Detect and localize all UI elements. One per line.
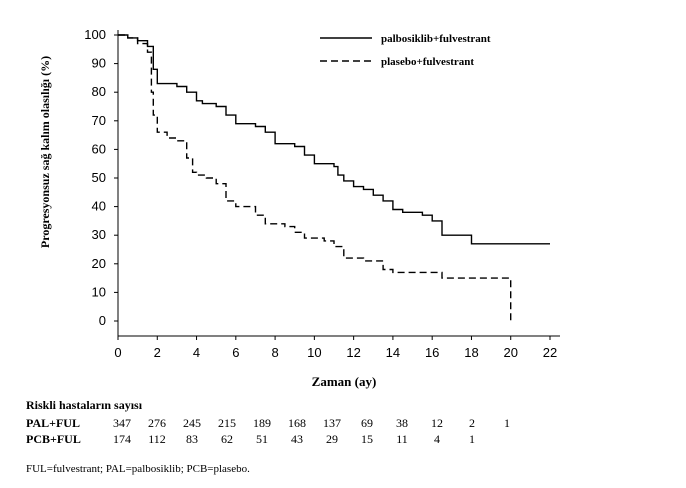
legend-label: palbosiklib+fulvestrant (381, 33, 491, 45)
risk-value: 168 (288, 416, 306, 430)
x-tick-label: 14 (386, 345, 400, 360)
series-line-plasebo (118, 34, 512, 321)
risk-row-label: PCB+FUL (26, 432, 81, 446)
y-tick-label: 20 (92, 256, 106, 271)
risk-value: 62 (221, 432, 233, 446)
x-tick-label: 6 (232, 345, 239, 360)
y-tick-label: 70 (92, 113, 106, 128)
risk-value: 112 (148, 432, 166, 446)
x-tick-label: 22 (543, 345, 557, 360)
legend-label: plasebo+fulvestrant (381, 56, 474, 68)
risk-value: 245 (183, 416, 201, 430)
risk-row-label: PAL+FUL (26, 416, 80, 430)
y-tick-label: 10 (92, 284, 106, 299)
risk-value: 174 (113, 432, 131, 446)
km-chart: 0 10 20 30 40 50 60 70 80 90 100 0 2 4 6 8 10 12 14 16 18 20… (38, 27, 560, 389)
x-axis-label: Zaman (ay) (312, 374, 377, 389)
risk-value: 69 (361, 416, 373, 430)
x-tick-label: 4 (193, 345, 200, 360)
y-tick-label: 0 (99, 313, 106, 328)
risk-value: 137 (323, 416, 341, 430)
risk-value: 1 (504, 416, 510, 430)
risk-value: 12 (431, 416, 443, 430)
risk-value: 43 (291, 432, 303, 446)
legend: palbosiklib+fulvestrant plasebo+fulvestra… (320, 33, 491, 68)
y-tick-label: 30 (92, 227, 106, 242)
x-tick-label: 20 (503, 345, 517, 360)
x-tick-label: 0 (114, 345, 121, 360)
risk-value: 29 (326, 432, 338, 446)
series-line-palbosiklib (118, 34, 550, 245)
risk-value: 4 (434, 432, 440, 446)
risk-row-pal: PAL+FUL 347 276 245 215 189 168 137 69 38 12 2 1 (26, 416, 686, 432)
risk-value: 11 (396, 432, 408, 446)
series-lines (118, 34, 550, 321)
risk-value: 347 (113, 416, 131, 430)
risk-value: 215 (218, 416, 236, 430)
chart-axes (117, 30, 560, 337)
y-tick-label: 50 (92, 170, 106, 185)
y-tick-label: 40 (92, 199, 106, 214)
x-tick-label: 12 (346, 345, 360, 360)
risk-value: 51 (256, 432, 268, 446)
risk-value: 189 (253, 416, 271, 430)
y-tick-label: 90 (92, 56, 106, 71)
y-axis-label: Progresyonsuz sağ kalım olasılığı (%) (38, 56, 52, 248)
x-tick-label: 18 (464, 345, 478, 360)
x-tick-label: 16 (425, 345, 439, 360)
footnote: FUL=fulvestrant; PAL=palbosiklib; PCB=pl… (26, 463, 250, 475)
x-tick-label: 8 (271, 345, 278, 360)
risk-table: Riskli hastaların sayısı PAL+FUL 347 276 2… (26, 398, 686, 448)
risk-value: 276 (148, 416, 166, 430)
risk-value: 15 (361, 432, 373, 446)
x-tick-labels: 0 2 4 6 8 10 12 14 16 18 20 22 (114, 336, 557, 360)
y-tick-label: 80 (92, 84, 106, 99)
risk-table-title: Riskli hastaların sayısı (26, 398, 143, 412)
risk-value: 38 (396, 416, 408, 430)
y-tick-labels: 0 10 20 30 40 50 60 70 80 90 100 (84, 27, 118, 328)
risk-value: 1 (469, 432, 475, 446)
y-tick-label: 100 (84, 27, 106, 42)
risk-value: 83 (186, 432, 198, 446)
risk-row-pcb: PCB+FUL 174 112 83 62 51 43 29 15 11 4 1 (26, 432, 686, 448)
x-tick-label: 2 (154, 345, 161, 360)
risk-value: 2 (469, 416, 475, 430)
x-tick-label: 10 (307, 345, 321, 360)
y-tick-label: 60 (92, 141, 106, 156)
